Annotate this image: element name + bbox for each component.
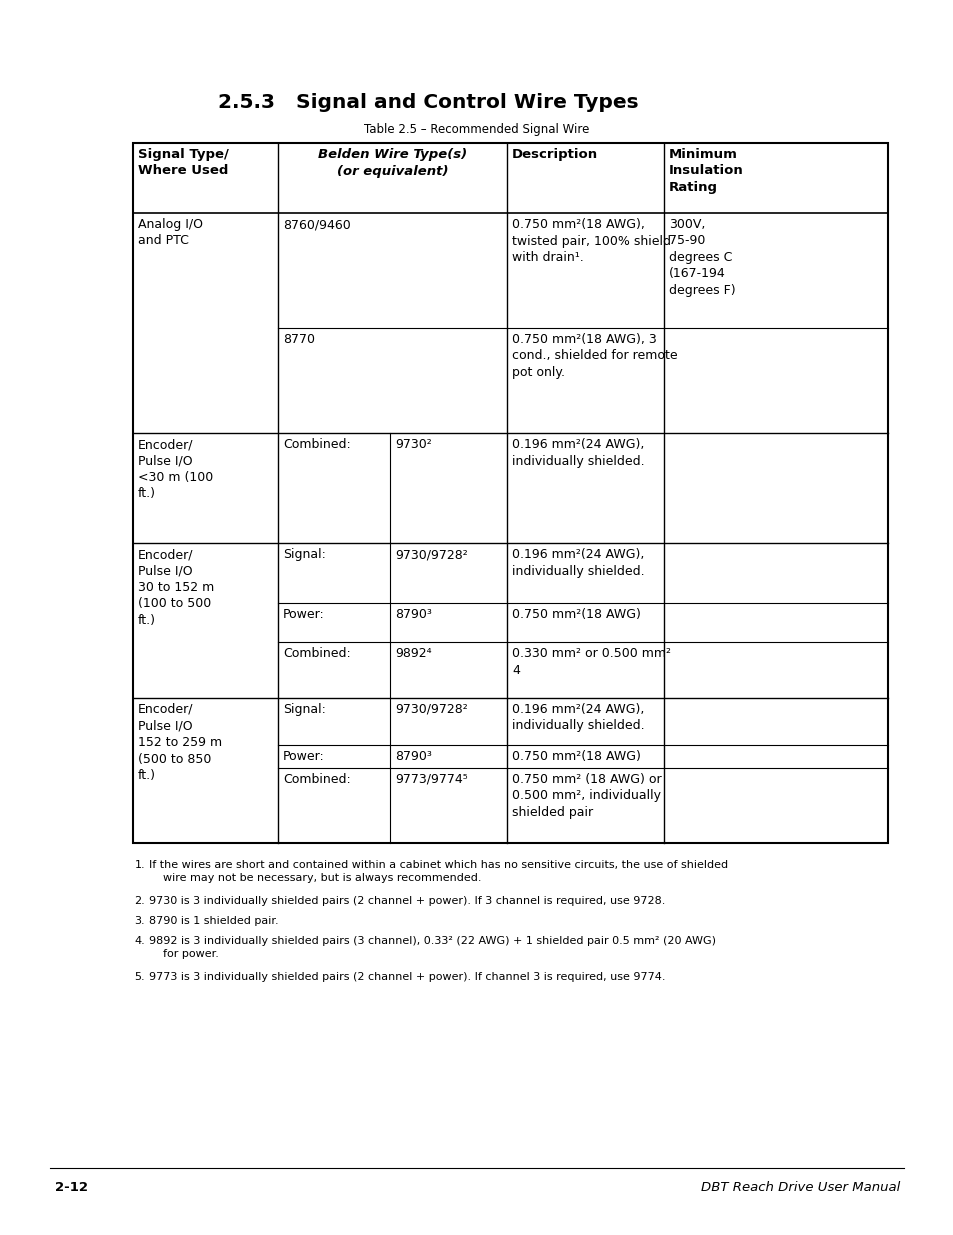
Text: 8770: 8770 <box>283 333 314 346</box>
Text: Table 2.5 – Recommended Signal Wire: Table 2.5 – Recommended Signal Wire <box>364 124 589 136</box>
Text: Combined:: Combined: <box>283 647 351 659</box>
Text: 8790 is 1 shielded pair.: 8790 is 1 shielded pair. <box>149 916 278 926</box>
Text: 5.: 5. <box>134 972 145 982</box>
Text: 1.: 1. <box>134 860 145 869</box>
Text: 0.196 mm²(24 AWG),
individually shielded.: 0.196 mm²(24 AWG), individually shielded… <box>512 548 644 578</box>
Text: Signal Type/
Where Used: Signal Type/ Where Used <box>138 148 229 178</box>
Text: 2.: 2. <box>134 897 145 906</box>
Text: 0.750 mm²(18 AWG): 0.750 mm²(18 AWG) <box>512 750 640 763</box>
Text: Power:: Power: <box>283 750 324 763</box>
Text: If the wires are short and contained within a cabinet which has no sensitive cir: If the wires are short and contained wit… <box>149 860 727 883</box>
Text: 0.196 mm²(24 AWG),
individually shielded.: 0.196 mm²(24 AWG), individually shielded… <box>512 703 644 732</box>
Text: 2-12: 2-12 <box>55 1181 88 1194</box>
Text: 300V,
75-90
degrees C
(167-194
degrees F): 300V, 75-90 degrees C (167-194 degrees F… <box>668 219 735 296</box>
Text: Encoder/
Pulse I/O
152 to 259 m
(500 to 850
ft.): Encoder/ Pulse I/O 152 to 259 m (500 to … <box>138 703 222 782</box>
Text: Signal:: Signal: <box>283 548 326 561</box>
Text: 9892⁴: 9892⁴ <box>395 647 431 659</box>
Text: 9730/9728²: 9730/9728² <box>395 703 467 716</box>
Text: DBT Reach Drive User Manual: DBT Reach Drive User Manual <box>700 1181 899 1194</box>
Text: 9730 is 3 individually shielded pairs (2 channel + power). If 3 channel is requi: 9730 is 3 individually shielded pairs (2… <box>149 897 664 906</box>
Text: Analog I/O
and PTC: Analog I/O and PTC <box>138 219 203 247</box>
Text: Belden Wire Type(s)
(or equivalent): Belden Wire Type(s) (or equivalent) <box>317 148 467 178</box>
Text: Minimum
Insulation
Rating: Minimum Insulation Rating <box>668 148 743 194</box>
Text: 9730/9728²: 9730/9728² <box>395 548 467 561</box>
Text: 0.196 mm²(24 AWG),
individually shielded.: 0.196 mm²(24 AWG), individually shielded… <box>512 438 644 468</box>
Text: 8790³: 8790³ <box>395 750 432 763</box>
Text: Power:: Power: <box>283 608 324 621</box>
Text: 3.: 3. <box>134 916 145 926</box>
Text: 9892 is 3 individually shielded pairs (3 channel), 0.33² (22 AWG) + 1 shielded p: 9892 is 3 individually shielded pairs (3… <box>149 936 716 958</box>
Text: 8790³: 8790³ <box>395 608 432 621</box>
Text: 0.750 mm²(18 AWG),
twisted pair, 100% shield
with drain¹.: 0.750 mm²(18 AWG), twisted pair, 100% sh… <box>512 219 670 264</box>
Bar <box>132 143 887 844</box>
Text: Description: Description <box>512 148 598 161</box>
Text: Signal:: Signal: <box>283 703 326 716</box>
Text: Combined:: Combined: <box>283 438 351 451</box>
Text: 0.750 mm²(18 AWG), 3
cond., shielded for remote
pot only.: 0.750 mm²(18 AWG), 3 cond., shielded for… <box>512 333 677 379</box>
Text: Combined:: Combined: <box>283 773 351 785</box>
Text: Encoder/
Pulse I/O
30 to 152 m
(100 to 500
ft.): Encoder/ Pulse I/O 30 to 152 m (100 to 5… <box>138 548 214 627</box>
Text: 2.5.3   Signal and Control Wire Types: 2.5.3 Signal and Control Wire Types <box>218 93 638 112</box>
Text: Encoder/
Pulse I/O
<30 m (100
ft.): Encoder/ Pulse I/O <30 m (100 ft.) <box>138 438 213 500</box>
Text: 0.750 mm²(18 AWG): 0.750 mm²(18 AWG) <box>512 608 640 621</box>
Text: 4.: 4. <box>134 936 145 946</box>
Text: 9730²: 9730² <box>395 438 432 451</box>
Text: 0.750 mm² (18 AWG) or
0.500 mm², individually
shielded pair: 0.750 mm² (18 AWG) or 0.500 mm², individ… <box>512 773 661 819</box>
Text: 0.330 mm² or 0.500 mm²
4: 0.330 mm² or 0.500 mm² 4 <box>512 647 670 677</box>
Text: 9773/9774⁵: 9773/9774⁵ <box>395 773 467 785</box>
Text: 9773 is 3 individually shielded pairs (2 channel + power). If channel 3 is requi: 9773 is 3 individually shielded pairs (2… <box>149 972 665 982</box>
Text: 8760/9460: 8760/9460 <box>283 219 351 231</box>
